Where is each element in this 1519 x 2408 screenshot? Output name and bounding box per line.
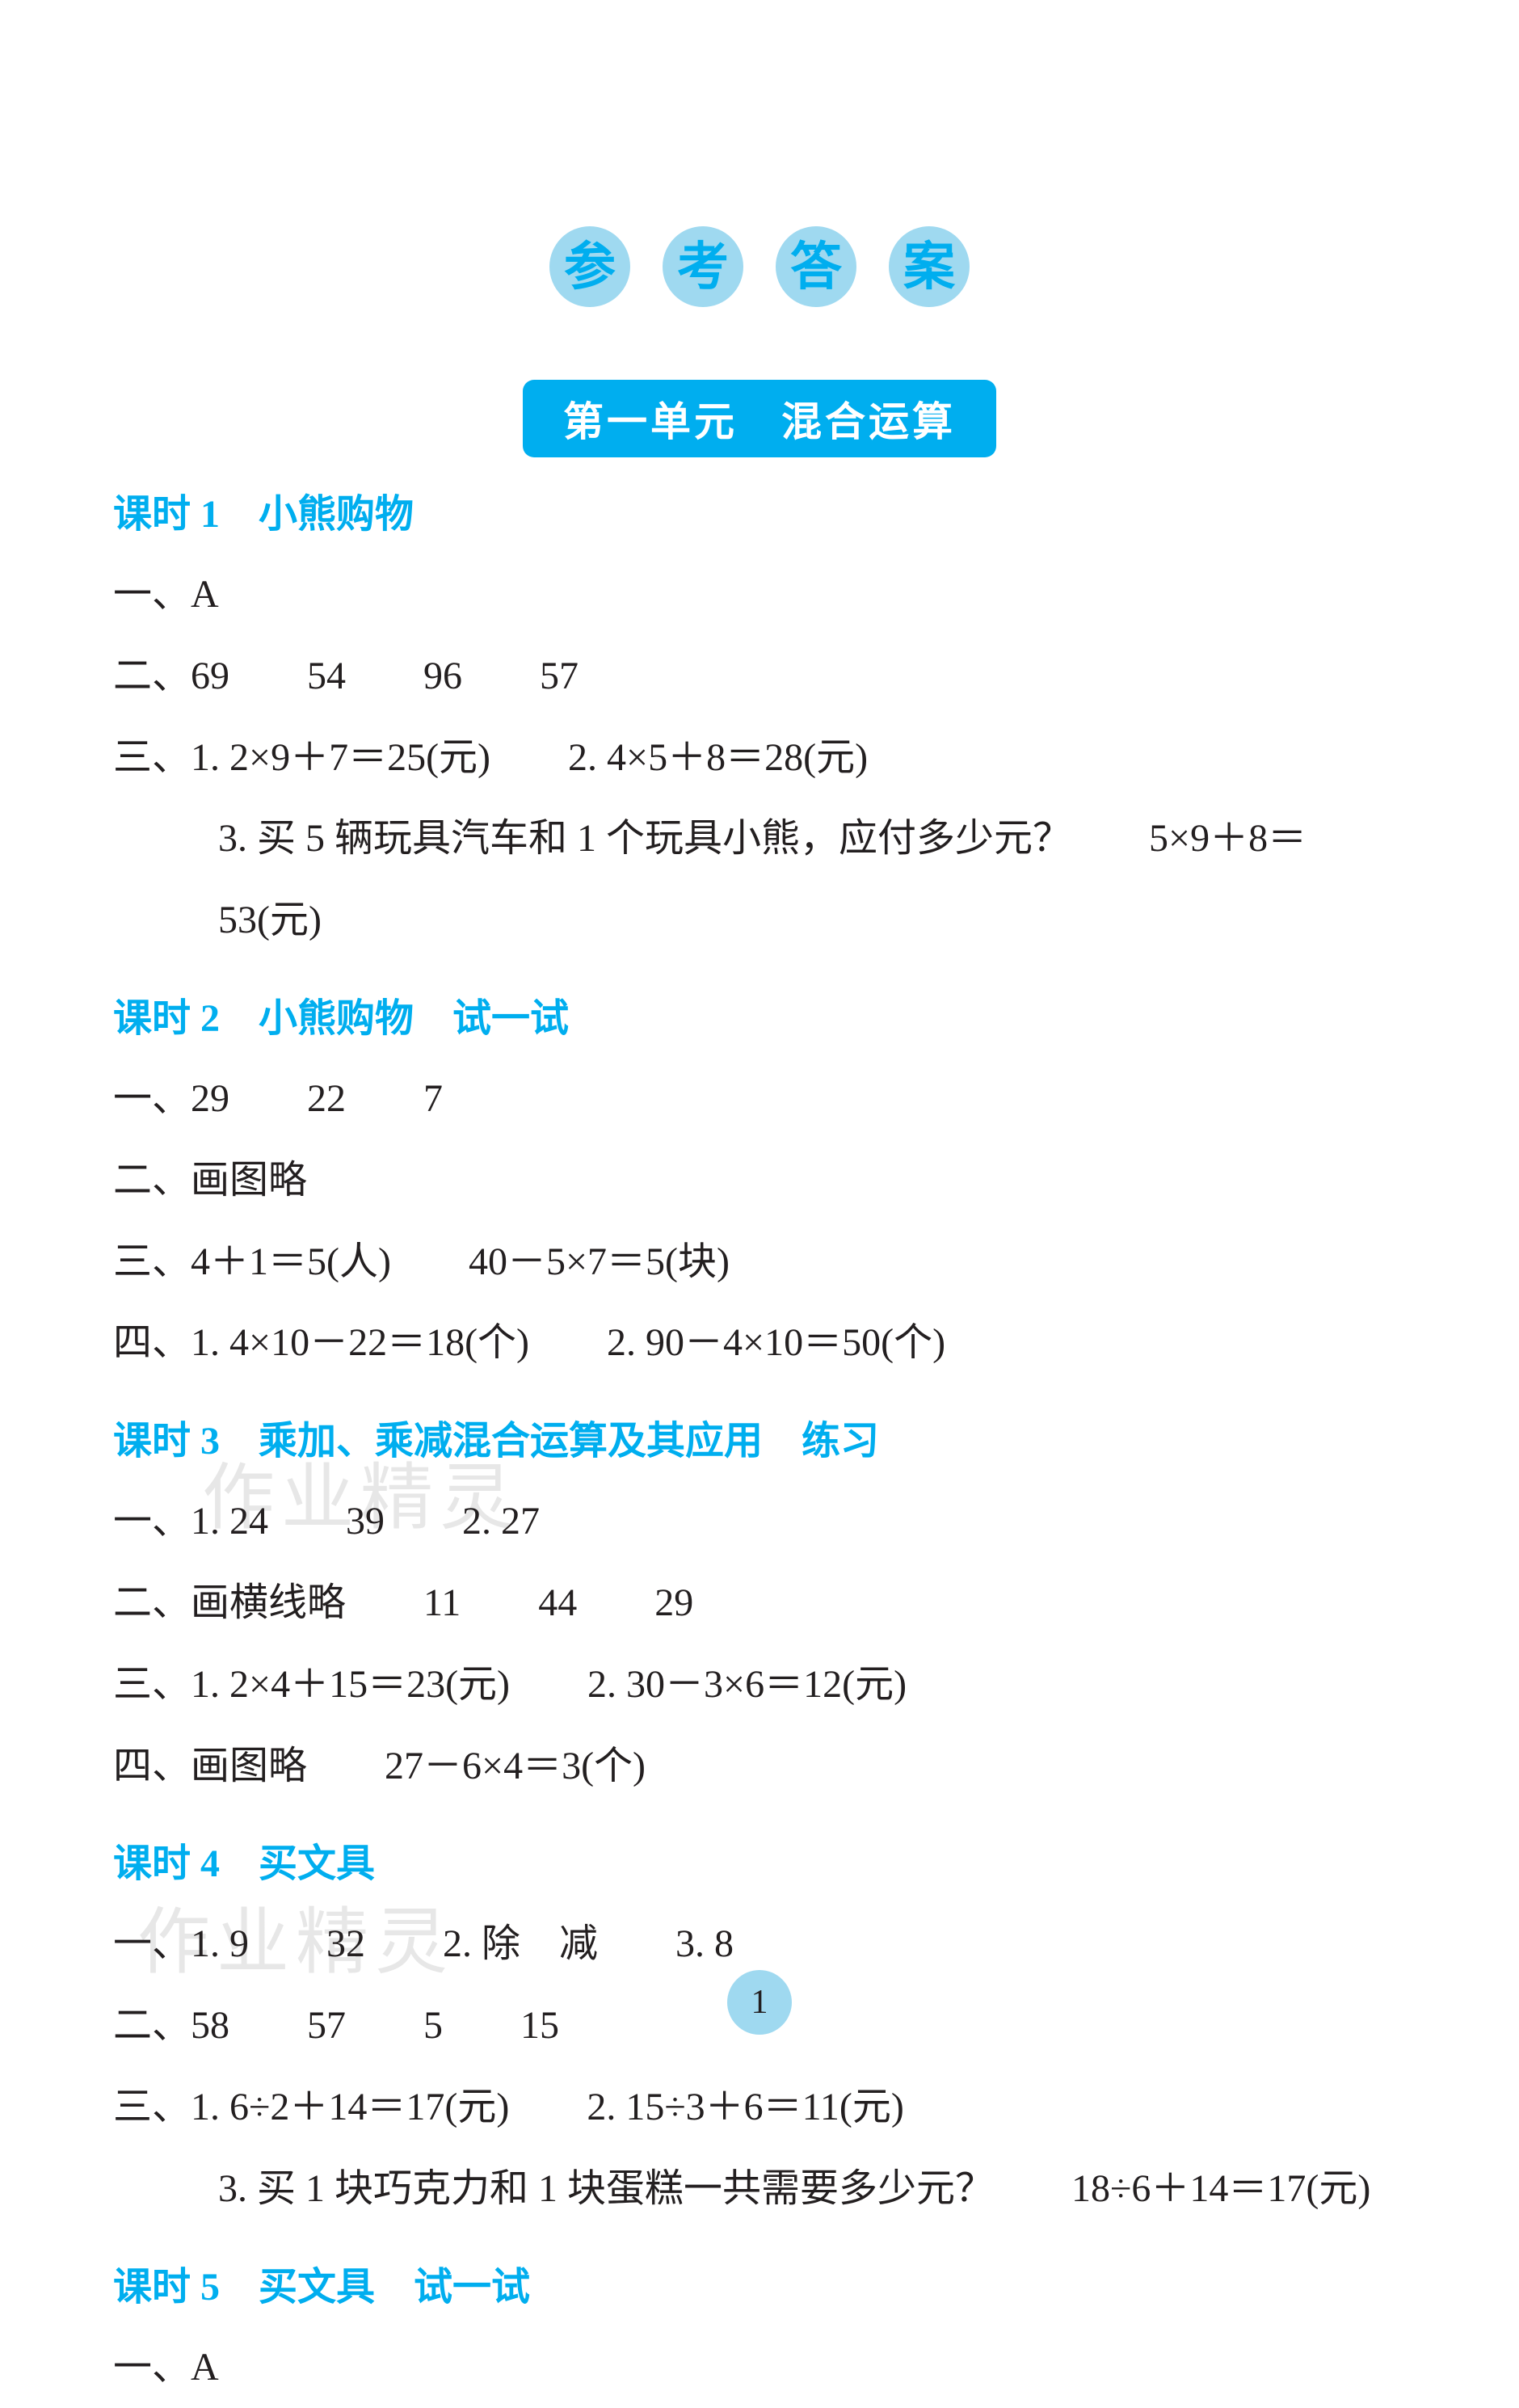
unit-badge: 第一单元 混合运算 — [523, 380, 996, 457]
lesson-3-line-3: 三、1. 2×4＋15＝23(元) 2. 30－3×6＝12(元) — [113, 1644, 1406, 1726]
lesson-1: 课时 1 小熊购物 一、A 二、69 54 96 57 三、1. 2×9＋7＝2… — [113, 482, 1406, 962]
lesson-2: 课时 2 小熊购物 试一试 一、29 22 7 二、画图略 三、4＋1＝5(人)… — [113, 986, 1406, 1384]
lesson-3-title: 课时 3 乘加、乘减混合运算及其应用 练习 — [113, 1408, 1406, 1465]
lesson-1-line-3: 三、1. 2×9＋7＝25(元) 2. 4×5＋8＝28(元) — [113, 718, 1406, 799]
lesson-1-line-4: 3. 买 5 辆玩具汽车和 1 个玩具小熊，应付多少元？ 5×9＋8＝53(元) — [113, 798, 1406, 962]
unit-header: 第一单元 混合运算 — [113, 380, 1406, 457]
lesson-1-title: 课时 1 小熊购物 — [113, 482, 1406, 538]
lesson-3-line-2: 二、画横线略 11 44 29 — [113, 1563, 1406, 1644]
lesson-4-line-1: 一、1. 9 32 2. 除 减 3. 8 — [113, 1904, 1406, 1985]
lesson-4-title: 课时 4 买文具 — [113, 1831, 1406, 1888]
lesson-2-line-1: 一、29 22 7 — [113, 1059, 1406, 1140]
lesson-5-title: 课时 5 买文具 试一试 — [113, 2254, 1406, 2311]
lesson-2-line-2: 二、画图略 — [113, 1140, 1406, 1222]
title-char-3: 答 — [776, 226, 856, 307]
lesson-4-line-3: 三、1. 6÷2＋14＝17(元) 2. 15÷3＋6＝11(元) — [113, 2067, 1406, 2149]
lesson-3-line-4: 四、画图略 27－6×4＝3(个) — [113, 1726, 1406, 1808]
lesson-4: 课时 4 买文具 一、1. 9 32 2. 除 减 3. 8 二、58 57 5… — [113, 1831, 1406, 2229]
lesson-2-title: 课时 2 小熊购物 试一试 — [113, 986, 1406, 1042]
lesson-5: 课时 5 买文具 试一试 一、A — [113, 2254, 1406, 2408]
lesson-4-line-4: 3. 买 1 块巧克力和 1 块蛋糕一共需要多少元？ 18÷6＋14＝17(元) — [113, 2149, 1406, 2230]
lesson-2-line-3: 三、4＋1＝5(人) 40－5×7＝5(块) — [113, 1222, 1406, 1303]
lesson-1-line-1: 一、A — [113, 554, 1406, 636]
title-char-4: 案 — [889, 226, 970, 307]
title-char-1: 参 — [549, 226, 630, 307]
lesson-3: 课时 3 乘加、乘减混合运算及其应用 练习 一、1. 24 39 2. 27 二… — [113, 1408, 1406, 1807]
page-title: 参 考 答 案 — [113, 226, 1406, 307]
lesson-3-line-1: 一、1. 24 39 2. 27 — [113, 1481, 1406, 1563]
page-content: 参 考 答 案 第一单元 混合运算 课时 1 小熊购物 一、A 二、69 54 … — [113, 226, 1406, 2408]
lesson-2-line-4: 四、1. 4×10－22＝18(个) 2. 90－4×10＝50(个) — [113, 1303, 1406, 1384]
lesson-1-line-2: 二、69 54 96 57 — [113, 636, 1406, 718]
title-char-2: 考 — [663, 226, 743, 307]
lesson-5-line-1: 一、A — [113, 2327, 1406, 2408]
lesson-4-line-2: 二、58 57 5 15 — [113, 1985, 1406, 2067]
